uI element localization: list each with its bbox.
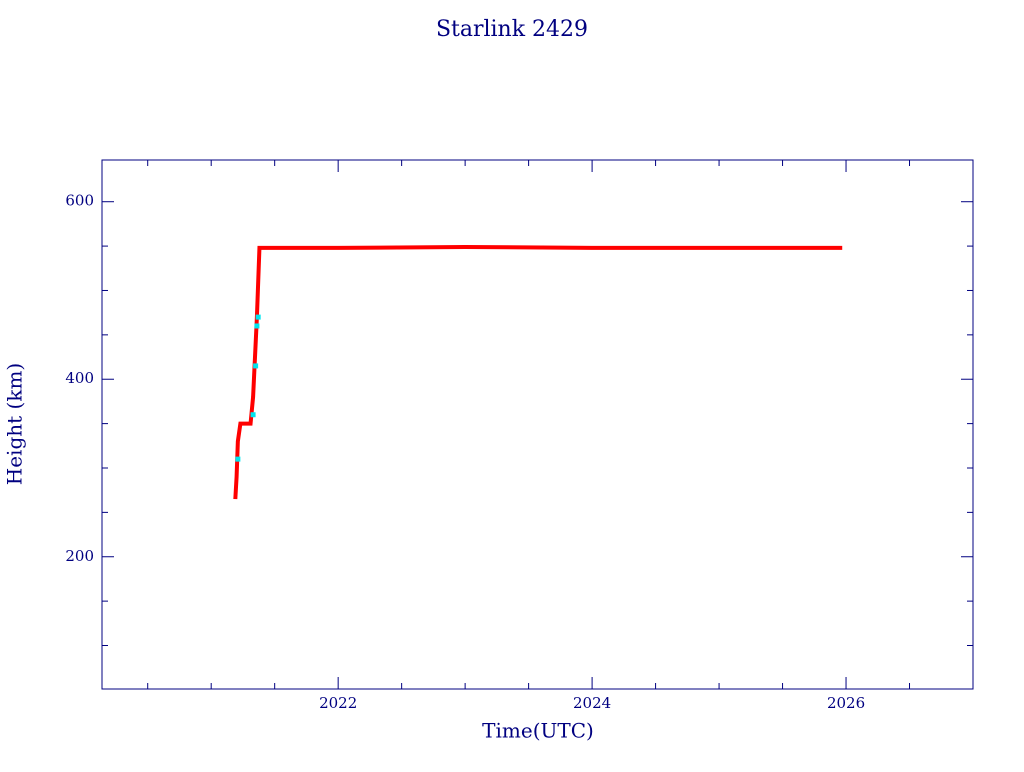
height-point	[253, 363, 259, 369]
y-tick-label: 200	[65, 547, 94, 565]
y-tick-label: 600	[65, 192, 94, 210]
height-point	[250, 412, 256, 418]
x-tick-label: 2026	[827, 694, 865, 712]
y-tick-label: 400	[65, 369, 94, 387]
plot-frame	[101, 159, 974, 690]
x-tick-label: 2022	[319, 694, 357, 712]
height-point	[235, 456, 241, 462]
height-point	[255, 314, 261, 320]
height-line	[233, 244, 843, 500]
chart-title: Starlink 2429	[436, 17, 588, 42]
x-axis-label: Time(UTC)	[482, 719, 594, 743]
height-point	[254, 323, 260, 329]
y-axis-label: Height (km)	[3, 363, 27, 485]
x-tick-label: 2024	[573, 694, 611, 712]
